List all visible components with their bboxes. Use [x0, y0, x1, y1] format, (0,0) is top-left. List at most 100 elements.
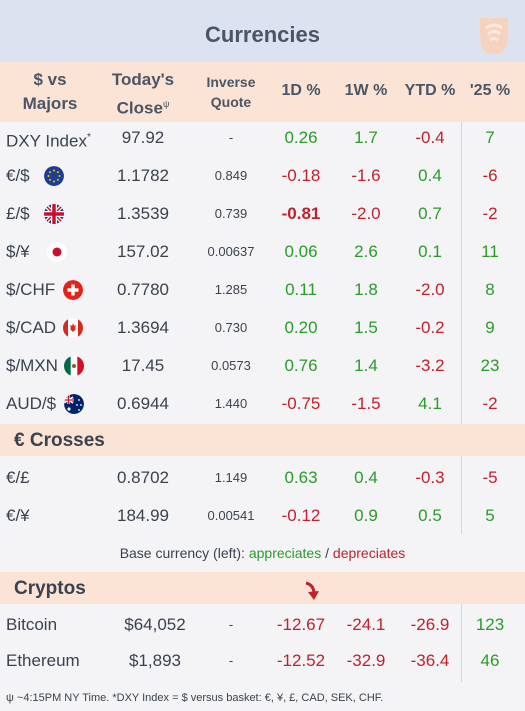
change-ytd: 4.1 — [418, 394, 442, 413]
change-ytd: 0.1 — [418, 242, 442, 261]
legend-prefix: Base currency (left): — [119, 545, 245, 561]
pair-name: €/£ — [6, 468, 30, 487]
canada-flag-icon — [63, 318, 83, 338]
change-1d: 0.26 — [284, 128, 318, 147]
change-1w: 1.7 — [354, 128, 378, 147]
table-row: €/£ 0.8702 1.149 0.63 0.4 -0.3 -5 — [0, 459, 525, 497]
pair-name: $/¥ — [6, 242, 30, 261]
change-1d: -12.52 — [276, 651, 326, 670]
legend-appreciates: appreciates — [248, 545, 322, 561]
table-row: Bitcoin $64,052 - -12.67 -24.1 -26.9 123 — [0, 606, 525, 644]
change-2025: -5 — [482, 468, 498, 487]
change-2025: -2 — [482, 394, 498, 413]
mexico-flag-icon — [64, 356, 84, 376]
down-arrow-icon — [305, 581, 319, 600]
header-2025: '25 % — [469, 82, 511, 99]
close-value: 184.99 — [117, 506, 169, 525]
change-ytd: -3.2 — [415, 356, 445, 375]
change-2025: -2 — [482, 204, 498, 223]
change-2025: 23 — [480, 356, 500, 375]
table-row: €/$ 1.1782 0.849 -0.18 -1.6 0.4 -6 — [0, 157, 525, 195]
close-value: 97.92 — [121, 128, 165, 147]
crypto-name: Ethereum — [6, 651, 80, 670]
close-value: 0.6944 — [117, 394, 169, 413]
inverse-value: 0.730 — [214, 320, 248, 335]
pair-name: AUD/$ — [6, 394, 57, 413]
change-2025: 7 — [485, 128, 495, 147]
japan-flag-icon — [47, 242, 67, 262]
change-1d: -0.81 — [281, 204, 321, 223]
crosses-section-header: € Crosses — [0, 424, 525, 456]
change-1w: -2.0 — [351, 204, 381, 223]
change-1w: -32.9 — [346, 651, 386, 670]
change-1w: 0.4 — [354, 468, 378, 487]
table-row: AUD/$ 0.6944 1.440 -0.75 -1.5 4.1 -2 — [0, 385, 525, 423]
change-2025: 11 — [481, 242, 499, 261]
swiss-flag-icon — [63, 280, 83, 300]
eu-flag-icon — [44, 166, 64, 186]
change-1d: -12.67 — [276, 615, 326, 634]
close-value: 0.7780 — [117, 280, 169, 299]
inverse-value: 1.149 — [214, 470, 248, 485]
crypto-name: Bitcoin — [6, 615, 58, 634]
pair-name: €/¥ — [6, 506, 30, 525]
table-row: $/CHF 0.7780 1.285 0.11 1.8 -2.0 8 — [0, 271, 525, 309]
title-bar: Currencies — [0, 0, 525, 62]
header-pair: $ vs Majors — [22, 70, 78, 113]
change-1w: 0.9 — [354, 506, 378, 525]
close-value: 157.02 — [117, 242, 169, 261]
cryptos-title: Cryptos — [14, 578, 86, 599]
inverse-value: - — [228, 653, 234, 668]
header-1d: 1D % — [281, 82, 321, 99]
close-value: $64,052 — [124, 615, 186, 634]
change-2025: -6 — [482, 166, 498, 185]
inverse-value: - — [228, 130, 234, 145]
table-row: $/CAD 1.3694 0.730 0.20 1.5 -0.2 9 — [0, 309, 525, 347]
change-1d: -0.75 — [281, 394, 321, 413]
table-row: £/$ 1.3539 0.739 -0.81 -2.0 0.7 -2 — [0, 195, 525, 233]
table-row: $/MXN 17.45 0.0573 0.76 1.4 -3.2 23 — [0, 347, 525, 385]
change-1d: 0.06 — [284, 242, 318, 261]
inverse-value: 0.00541 — [207, 508, 255, 523]
change-1d: 0.11 — [285, 280, 317, 299]
change-ytd: -2.0 — [415, 280, 445, 299]
change-1d: -0.18 — [281, 166, 321, 185]
change-2025: 123 — [475, 615, 505, 634]
change-ytd: -36.4 — [410, 651, 450, 670]
inverse-value: 0.849 — [214, 168, 248, 183]
table-row: DXY Index* 97.92 - 0.26 1.7 -0.4 7 — [0, 119, 525, 157]
close-value: 17.45 — [121, 356, 165, 375]
header-close: Today's Closeψ — [111, 70, 175, 118]
legend-slash: / — [325, 545, 330, 561]
change-1d: 0.63 — [284, 468, 318, 487]
pair-name: DXY Index* — [6, 131, 91, 151]
legend-depreciates: depreciates — [332, 545, 406, 561]
change-2025: 46 — [480, 651, 500, 670]
change-2025: 9 — [485, 318, 495, 337]
inverse-value: - — [228, 617, 234, 632]
inverse-value: 1.440 — [214, 396, 248, 411]
header-1w: 1W % — [344, 82, 388, 99]
change-1w: -24.1 — [346, 615, 386, 634]
page-title: Currencies — [205, 22, 320, 47]
change-1d: 0.76 — [284, 356, 318, 375]
close-value: 1.3694 — [117, 318, 169, 337]
pair-name: $/MXN — [6, 356, 58, 375]
column-separator — [461, 604, 462, 682]
pair-name: $/CHF — [6, 280, 56, 299]
inverse-value: 0.0573 — [211, 358, 251, 373]
cryptos-section-header: Cryptos — [0, 572, 525, 604]
change-ytd: 0.5 — [418, 506, 442, 525]
table-row: $/¥ 157.02 0.00637 0.06 2.6 0.1 11 — [0, 233, 525, 271]
inverse-value: 0.00637 — [207, 244, 255, 259]
change-1d: -0.12 — [281, 506, 321, 525]
close-value: 1.3539 — [117, 204, 169, 223]
pair-name: $/CAD — [6, 318, 57, 337]
change-ytd: -0.4 — [415, 128, 445, 147]
header-inverse: Inverse Quote — [206, 74, 256, 110]
change-ytd: 0.4 — [418, 166, 442, 185]
inverse-value: 0.739 — [214, 206, 248, 221]
change-1w: 1.8 — [354, 280, 378, 299]
header-ytd: YTD % — [404, 82, 456, 99]
change-2025: 5 — [485, 506, 495, 525]
